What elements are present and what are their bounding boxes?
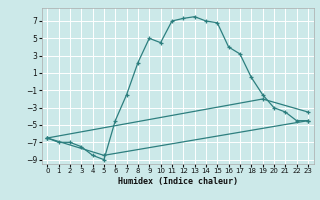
X-axis label: Humidex (Indice chaleur): Humidex (Indice chaleur) [118,177,237,186]
